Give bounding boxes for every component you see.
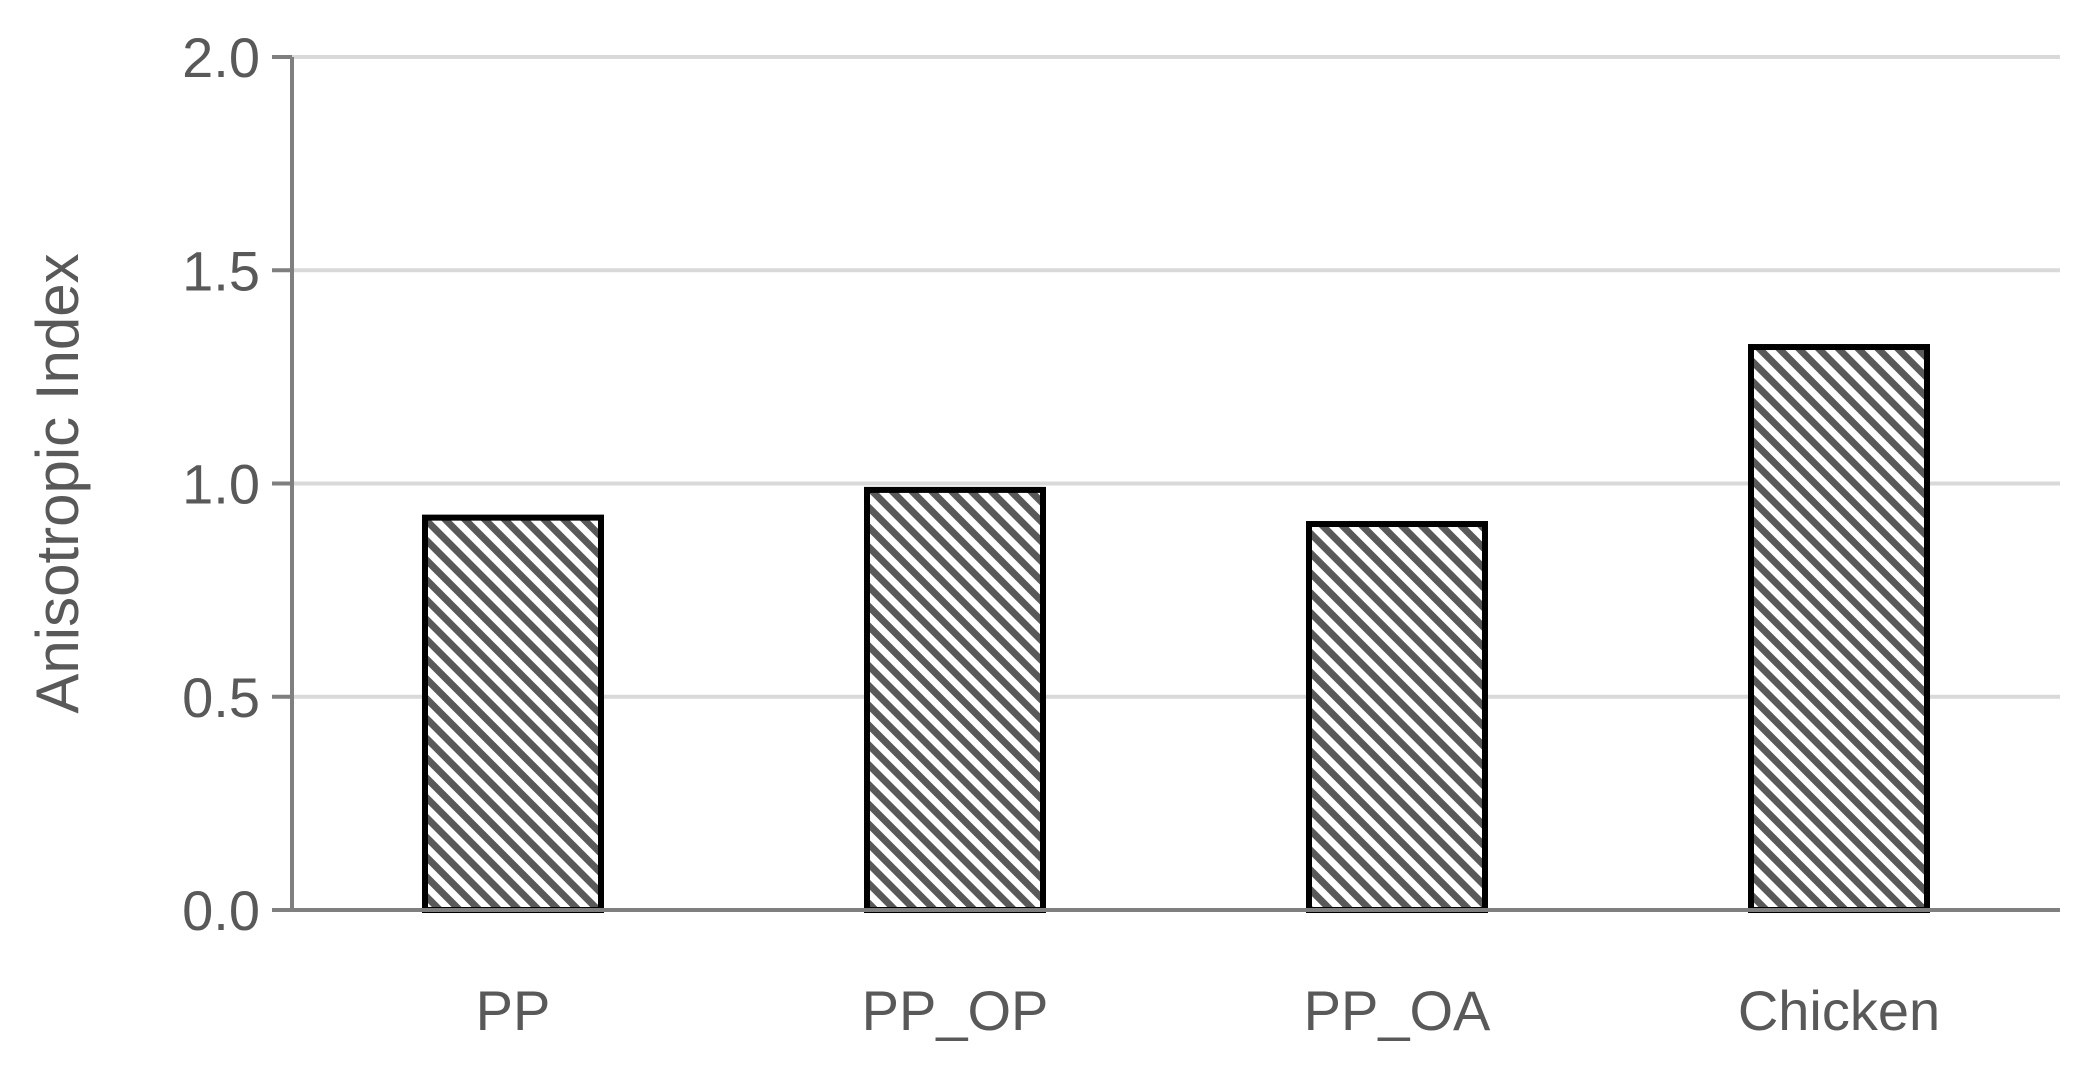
x-category-label: PP_OA [1304, 979, 1491, 1042]
x-category-label: PP_OP [862, 979, 1049, 1042]
bar-chicken [1748, 344, 1930, 913]
bars [422, 344, 1930, 914]
bar-pp [422, 514, 604, 913]
y-tick-labels: 0.0 0.5 1.0 1.5 2.0 [182, 26, 260, 942]
bar-pp-oa [1306, 521, 1488, 914]
y-tick-label: 1.0 [182, 453, 260, 516]
x-category-label: Chicken [1738, 979, 1940, 1042]
y-tick-label: 1.5 [182, 239, 260, 302]
x-category-labels: PP PP_OP PP_OA Chicken [476, 979, 1941, 1042]
bar-pp-op [864, 486, 1046, 913]
y-tick-label: 2.0 [182, 26, 260, 89]
y-tick-label: 0.0 [182, 879, 260, 942]
y-tick-label: 0.5 [182, 666, 260, 729]
axes [272, 55, 2060, 912]
y-axis-title: Anisotropic Index [24, 253, 91, 713]
x-category-label: PP [476, 979, 551, 1042]
